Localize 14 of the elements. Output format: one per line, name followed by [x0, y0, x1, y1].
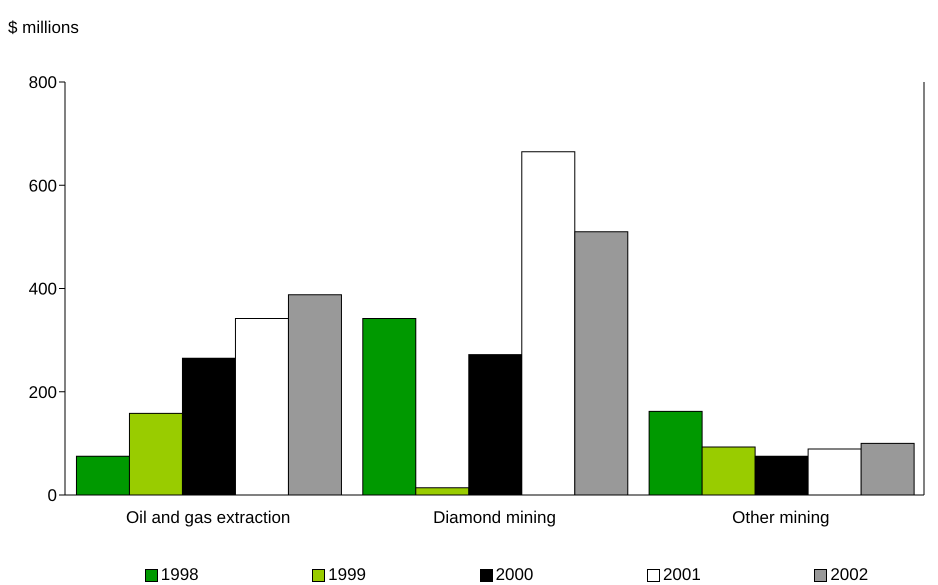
- legend-label: 2000: [494, 565, 534, 585]
- legend-label: 1999: [327, 565, 366, 585]
- x-tick-label: Other mining: [732, 508, 830, 528]
- y-tick-label: 0: [48, 486, 57, 506]
- y-tick-label: 400: [28, 280, 57, 299]
- y-tick-label: 800: [28, 73, 57, 92]
- y-tick-label: 200: [28, 382, 57, 402]
- y-axis-title: $ millions: [8, 17, 80, 39]
- x-tick-label: Oil and gas extraction: [126, 508, 290, 528]
- legend-label: 2002: [829, 565, 868, 585]
- x-tick-label: Diamond mining: [433, 508, 556, 528]
- legend-label: 2001: [662, 565, 701, 585]
- y-tick-label: 600: [28, 176, 57, 196]
- legend-label: 1998: [160, 565, 199, 585]
